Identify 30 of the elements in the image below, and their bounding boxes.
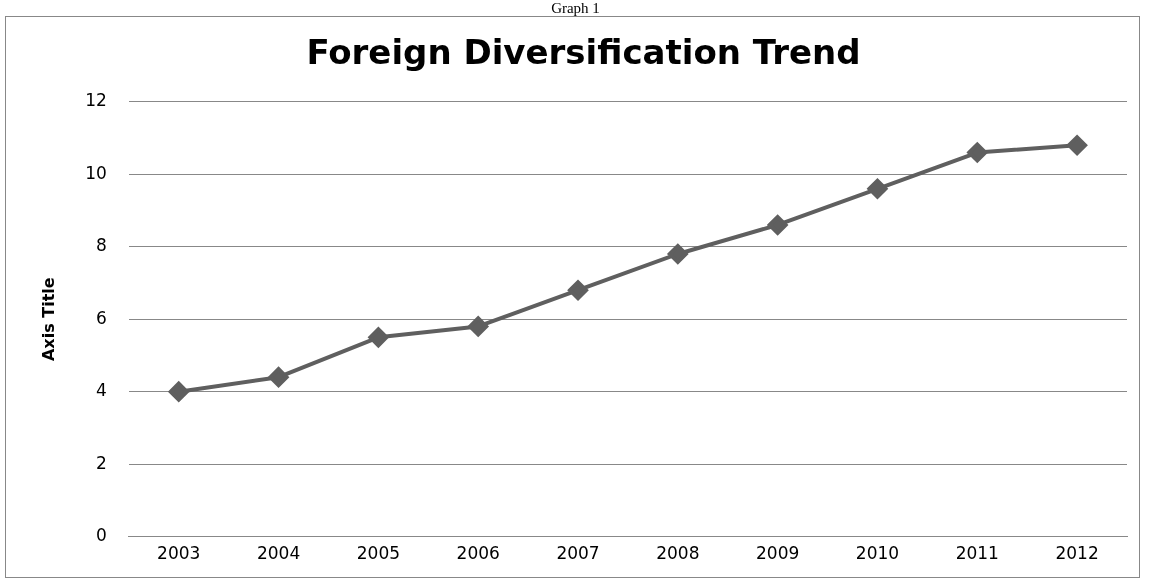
point [268,367,289,388]
point [667,243,688,264]
point [568,280,589,301]
y-tick-label: 8 [96,235,107,256]
point [767,214,788,235]
x-tick-label: 2009 [756,543,800,564]
x-tick-label: 2012 [1055,543,1099,564]
x-tick-label: 2008 [656,543,700,564]
x-tick-label: 2005 [356,543,401,564]
x-tick-label: 2011 [955,543,999,564]
y-tick-label: 0 [96,525,107,546]
x-tick-label: 2003 [157,543,201,564]
point [168,381,189,402]
y-tick-label: 2 [96,452,107,473]
y-axis-title: Axis Title [38,277,58,362]
point [867,178,888,199]
y-tick-label: 12 [85,90,107,111]
point [368,327,389,348]
x-tick-label: 2007 [556,543,600,564]
x-tick-label: 2006 [456,543,500,564]
caption: Graph 1 [550,0,601,16]
point [1067,135,1088,156]
y-tick-label: 10 [85,162,107,183]
x-tick-label: 2004 [256,543,301,564]
y-tick-label: 6 [96,307,107,328]
chart-title: Foreign Diversification Trend [306,32,861,73]
y-tick-label: 4 [96,380,107,401]
point [468,316,489,337]
x-tick-label: 2010 [855,543,900,564]
point [967,142,988,163]
